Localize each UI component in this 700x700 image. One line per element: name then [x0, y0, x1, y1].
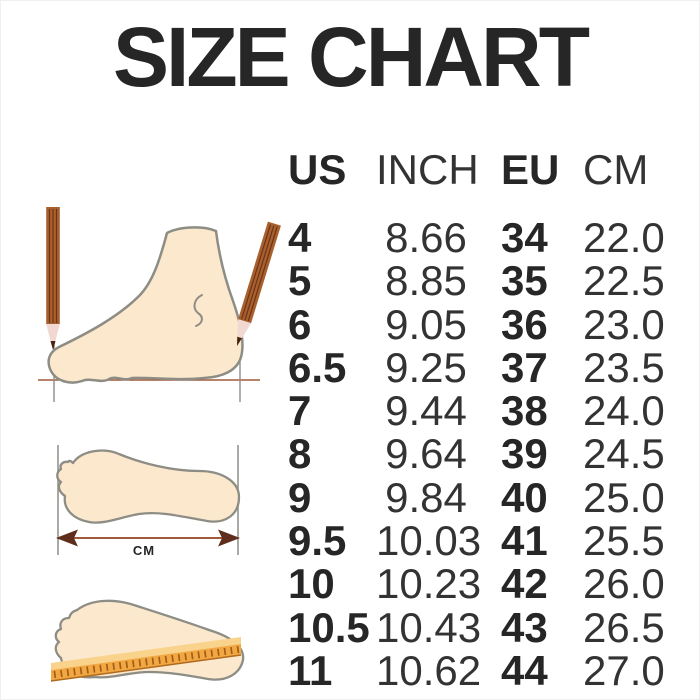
table-row: 10.5 10.43 43 26.5 — [284, 603, 684, 651]
ruler-icon — [50, 637, 242, 682]
cell-cm: 25.5 — [583, 517, 665, 565]
pencil-left-icon — [46, 207, 60, 350]
cell-eu: 41 — [501, 517, 548, 565]
foot-side-measure-illustration — [38, 207, 281, 402]
cell-eu: 35 — [501, 257, 548, 305]
cell-cm: 26.0 — [583, 560, 665, 608]
cell-eu: 44 — [501, 646, 548, 694]
header-cm: CM — [583, 146, 649, 193]
cell-us: 9.5 — [288, 517, 347, 565]
cell-cm: 24.5 — [583, 430, 665, 478]
cell-inch: 9.44 — [385, 387, 467, 435]
footprint-length-illustration: CM — [56, 445, 241, 558]
cell-eu: 37 — [501, 343, 548, 391]
cell-cm: 23.0 — [583, 300, 665, 348]
cell-cm: 27.0 — [583, 646, 665, 694]
table-row: 9.5 10.03 41 25.5 — [284, 517, 684, 565]
cell-us: 9 — [288, 473, 312, 521]
table-row: 8 9.64 39 24.5 — [284, 430, 684, 478]
header-eu: EU — [501, 146, 560, 193]
table-row: 4 8.66 34 22.0 — [284, 214, 684, 261]
cell-inch: 9.64 — [385, 430, 467, 478]
table-row: 6 9.05 36 23.0 — [284, 300, 684, 348]
cell-inch: 10.43 — [376, 603, 482, 651]
cell-us: 5 — [288, 257, 312, 305]
footprint-outline — [56, 449, 241, 524]
page-title: SIZE CHART — [113, 10, 590, 104]
header-inch: INCH — [376, 146, 479, 193]
table-row: 11 10.62 44 27.0 — [284, 646, 684, 694]
cell-inch: 8.66 — [385, 214, 467, 261]
length-arrow — [56, 529, 240, 547]
ankle-squiggle — [193, 294, 203, 327]
cell-cm: 23.5 — [583, 343, 665, 391]
cell-eu: 34 — [501, 214, 548, 261]
footprint-ruler-illustration — [50, 599, 245, 682]
cell-inch: 9.05 — [385, 300, 467, 348]
table-row: 5 8.85 35 22.5 — [284, 257, 684, 305]
cell-eu: 43 — [501, 603, 548, 651]
table-row: 9 9.84 40 25.0 — [284, 473, 684, 521]
cell-eu: 42 — [501, 560, 548, 608]
cell-eu: 36 — [501, 300, 548, 348]
cell-inch: 10.62 — [376, 646, 482, 694]
cell-us: 8 — [288, 430, 312, 478]
cell-eu: 38 — [501, 387, 548, 435]
table-row: 7 9.44 38 24.0 — [284, 387, 684, 435]
cell-eu: 39 — [501, 430, 548, 478]
cm-arrow-label: CM — [133, 543, 155, 558]
cell-us: 10.5 — [288, 603, 370, 651]
size-table-body: 4 8.66 34 22.0 5 8.85 35 22.5 6 9.05 36 23.0 6.5 9.25… — [284, 214, 684, 694]
cell-eu: 40 — [501, 473, 548, 521]
cell-inch: 10.23 — [376, 560, 482, 608]
cell-us: 6 — [288, 300, 312, 348]
table-row: 6.5 9.25 37 23.5 — [284, 343, 684, 391]
cell-us: 7 — [288, 387, 312, 435]
pencil-right-icon — [237, 221, 281, 346]
cell-us: 4 — [288, 214, 312, 261]
cell-inch: 9.25 — [385, 343, 467, 391]
cell-cm: 24.0 — [583, 387, 665, 435]
cell-inch: 9.84 — [385, 473, 467, 521]
cell-us: 6.5 — [288, 343, 347, 391]
cell-cm: 22.5 — [583, 257, 665, 305]
foot-side-outline — [47, 226, 244, 384]
cell-inch: 8.85 — [385, 257, 467, 305]
size-table-header: US INCH EU CM — [284, 148, 684, 192]
cell-cm: 22.0 — [583, 214, 665, 261]
header-us: US — [288, 146, 347, 193]
cell-cm: 25.0 — [583, 473, 665, 521]
size-table: US INCH EU CM 4 8.66 34 22.0 5 8.85 35 22.5 6 9.0… — [284, 148, 684, 693]
cell-inch: 10.03 — [376, 517, 482, 565]
cell-us: 10 — [288, 560, 335, 608]
cell-cm: 26.5 — [583, 603, 665, 651]
cell-us: 11 — [288, 646, 333, 694]
table-row: 10 10.23 42 26.0 — [284, 560, 684, 608]
